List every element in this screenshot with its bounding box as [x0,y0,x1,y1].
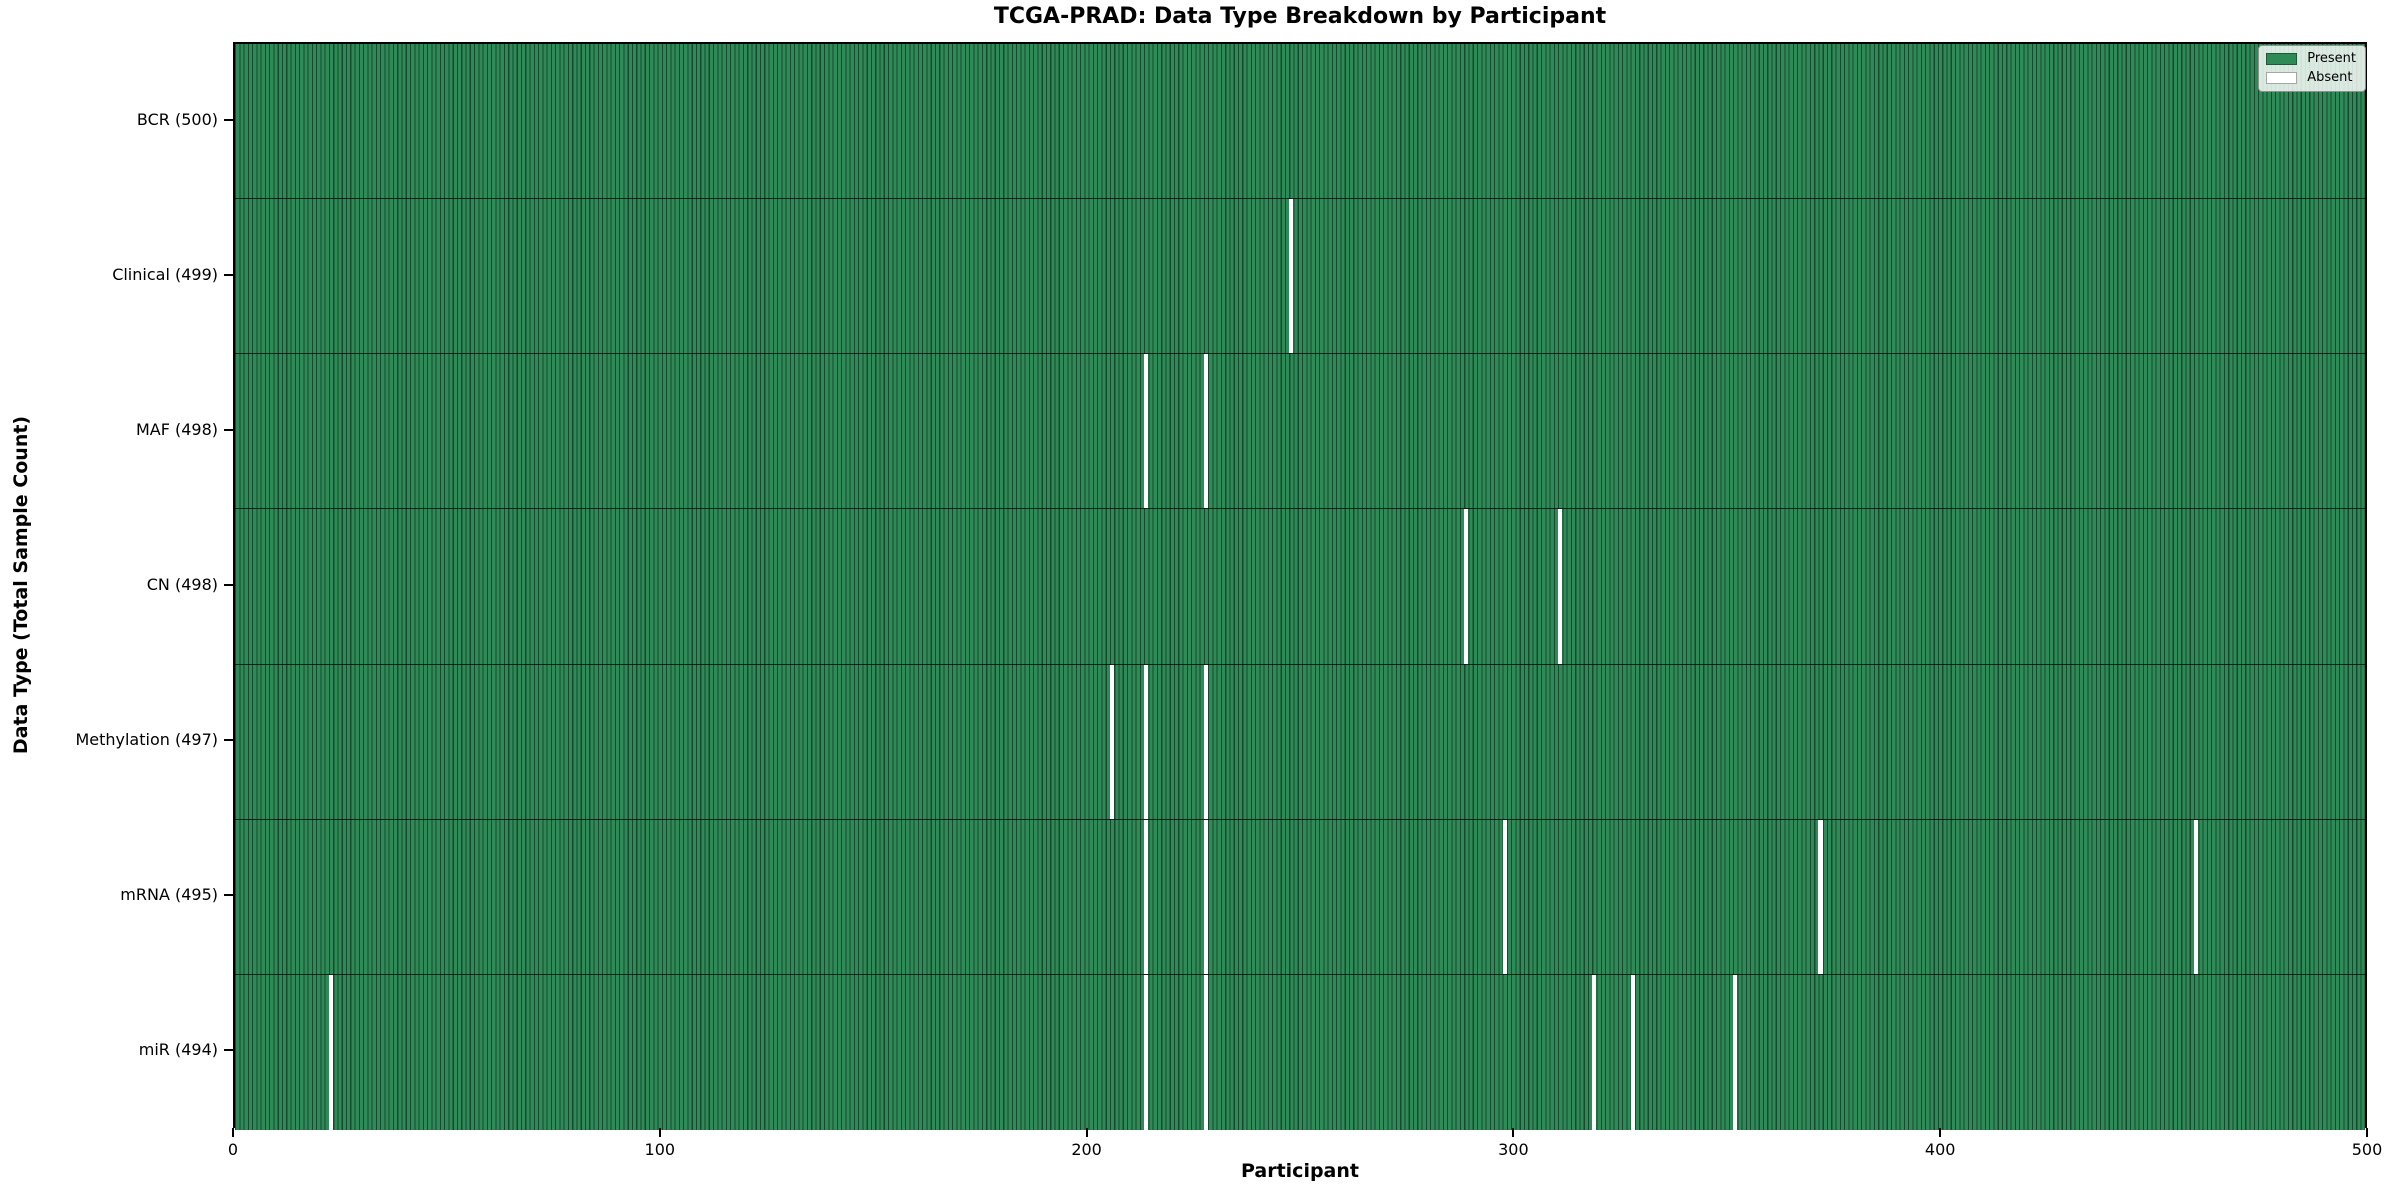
absent-gap [1203,974,1209,1130]
y-tick-label-maf: MAF (498) [135,419,218,439]
x-tick-mark [658,1128,661,1137]
absent-gap [1464,509,1469,664]
y-tick-label-methylation: Methylation (497) [75,730,218,750]
plot-area [233,42,2367,1130]
y-tick-mark [224,118,233,121]
heatmap-row-mir [235,974,2365,1130]
absent-gap [1109,664,1115,819]
x-tick-mark [1512,1128,1515,1137]
absent-gap [1144,664,1149,819]
x-tick-label-500: 500 [2351,1140,2383,1159]
absent-gap [1144,819,1149,974]
y-tick-mark [224,428,233,431]
legend: Present Absent [2258,45,2366,92]
heatmap-row-bcr [235,44,2365,200]
legend-label-present: Present [2307,51,2356,66]
y-tick-mark [224,739,233,742]
y-tick-label-mrna: mRNA (495) [120,885,218,905]
y-tick-mark [224,584,233,586]
absent-gap [1592,974,1597,1130]
legend-label-absent: Absent [2307,70,2353,85]
x-tick-mark [2366,1128,2368,1137]
absent-gap [1144,974,1149,1130]
y-tick-label-bcr: BCR (500) [136,109,218,129]
y-tick-label-clinical: Clinical (499) [112,264,218,284]
y-tick-label-cn: CN (498) [146,575,218,594]
x-tick-mark [232,1128,234,1137]
x-tick-label-300: 300 [1498,1140,1529,1159]
heatmap-row-clinical [235,199,2365,355]
y-tick-mark [224,1049,233,1052]
x-tick-mark [1939,1128,1942,1137]
absent-gap [2194,819,2199,974]
x-tick-mark [1085,1128,1088,1137]
present-swatch [2266,53,2298,65]
legend-entry-present: Present [2266,52,2356,66]
absent-gap [1558,509,1563,664]
absent-gap [1733,974,1738,1130]
absent-gap [328,974,334,1130]
absent-swatch [2266,72,2298,84]
absent-gap [1203,354,1209,509]
x-axis-label: Participant [1240,1160,1359,1182]
chart-title: TCGA-PRAD: Data Type Breakdown by Partic… [993,4,1607,29]
absent-gap [1502,819,1507,974]
x-tick-label-200: 200 [1071,1140,1102,1159]
heatmap-row-methylation [235,664,2365,820]
heatmap-row-mrna [235,819,2365,975]
x-tick-label-400: 400 [1924,1140,1956,1159]
y-tick-label-mir: miR (494) [138,1040,218,1060]
absent-gap [1818,819,1823,974]
y-tick-mark [224,273,233,276]
absent-gap [1289,199,1294,354]
absent-gap [1144,354,1149,509]
heatmap-row-maf [235,354,2365,510]
heatmap-row-cn [235,509,2365,665]
x-tick-label-0: 0 [227,1140,239,1159]
x-tick-label-100: 100 [644,1140,676,1159]
absent-gap [1203,819,1209,974]
legend-entry-absent: Absent [2266,71,2356,85]
absent-gap [1203,664,1209,819]
y-tick-mark [224,894,233,897]
absent-gap [1630,974,1635,1130]
